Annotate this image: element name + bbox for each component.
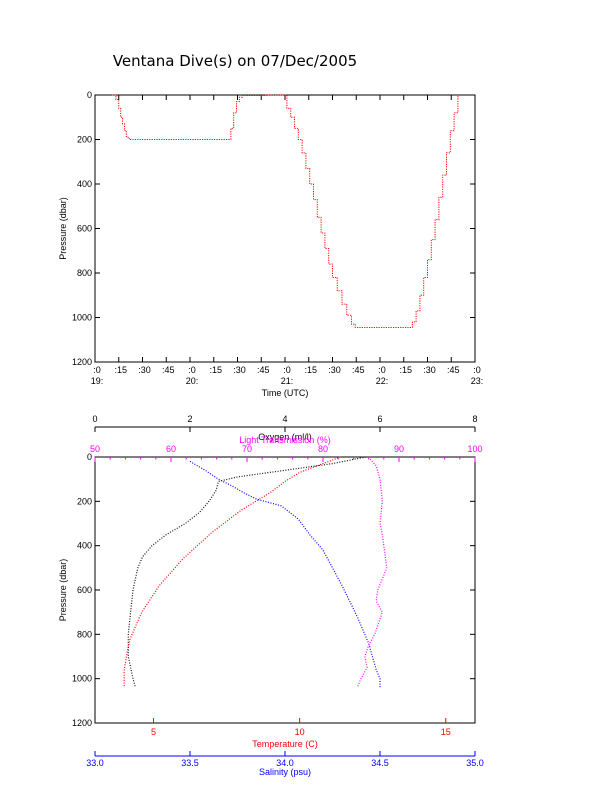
y-tick-label: 600: [77, 585, 92, 595]
y-tick-label: 200: [77, 135, 92, 145]
x-tick-label: :30: [328, 365, 341, 375]
oxygen-axis-label: Oxygen (ml/l): [258, 432, 312, 442]
y-tick-label: 400: [77, 541, 92, 551]
y-tick-label: 1000: [72, 313, 92, 323]
salinity-axis-label: Salinity (psu): [259, 767, 311, 777]
plot-frame: [94, 94, 476, 363]
temperature-tick-label: 15: [441, 727, 451, 737]
sal-profile-line: [189, 460, 381, 688]
pressure-series-line: [112, 94, 459, 329]
transmission-tick-label: 100: [467, 444, 482, 454]
x-tick-label: :15: [114, 365, 127, 375]
oxygen-tick-label: 2: [187, 414, 192, 424]
temperature-tick-label: 5: [151, 727, 156, 737]
x-axis-label: Time (UTC): [262, 388, 309, 398]
x-tick-label: 19:: [91, 376, 104, 386]
y-tick-label: 200: [77, 496, 92, 506]
oxygen-tick-label: 0: [92, 414, 97, 424]
pressure-time-plot: 020040060080010001200:019::15:30:45:020:…: [58, 90, 483, 398]
salinity-tick-label: 33.5: [181, 758, 199, 768]
trans-profile-line: [356, 456, 388, 688]
profile-plot: 0 200 400 600 800 1000 1200 Pressure (dbar) 0 2 4 6…: [58, 414, 484, 777]
oxygen-tick-label: 4: [282, 414, 287, 424]
y-tick-label: 0: [87, 452, 92, 462]
y-tick-label: 600: [77, 224, 92, 234]
salinity-tick-label: 34.5: [371, 758, 389, 768]
x-tick-label: :30: [423, 365, 436, 375]
x-tick-label: :45: [447, 365, 460, 375]
salinity-tick-label: 34.0: [276, 758, 294, 768]
y-tick-label: 800: [77, 268, 92, 278]
y-tick-label: 1200: [72, 718, 92, 728]
salinity-tick-label: 35.0: [466, 758, 484, 768]
x-tick-label: :45: [257, 365, 270, 375]
y-tick-label: 0: [87, 90, 92, 100]
x-tick-label: :15: [399, 365, 412, 375]
x-tick-label: 22:: [376, 376, 389, 386]
x-tick-label: :0: [378, 365, 386, 375]
transmission-tick-label: 80: [318, 444, 328, 454]
y-tick-label: 800: [77, 629, 92, 639]
temperature-tick-label: 10: [295, 727, 305, 737]
oxygen-tick-label: 8: [472, 414, 477, 424]
y-tick-label: 400: [77, 179, 92, 189]
x-tick-label: :30: [233, 365, 246, 375]
x-tick-label: :0: [93, 365, 101, 375]
plot-frame: [94, 456, 476, 724]
y-axis-label: Pressure (dbar): [58, 197, 68, 260]
transmission-tick-label: 90: [394, 444, 404, 454]
salinity-tick-label: 33.0: [86, 758, 104, 768]
x-tick-label: :0: [188, 365, 196, 375]
x-tick-label: :15: [304, 365, 317, 375]
transmission-axis-label: Light Transmission (%): [239, 435, 331, 445]
x-tick-label: 23:: [471, 376, 484, 386]
oxygen-tick-label: 6: [377, 414, 382, 424]
x-tick-label: :0: [473, 365, 481, 375]
x-tick-label: :30: [138, 365, 151, 375]
transmission-tick-label: 70: [242, 444, 252, 454]
x-tick-label: 20:: [186, 376, 199, 386]
x-tick-label: 21:: [281, 376, 294, 386]
transmission-tick-label: 60: [166, 444, 176, 454]
temperature-axis-label: Temperature (C): [252, 739, 318, 749]
chart-title: Ventana Dive(s) on 07/Dec/2005: [113, 52, 357, 70]
x-tick-label: :15: [209, 365, 222, 375]
x-tick-label: :45: [352, 365, 365, 375]
x-tick-label: :0: [283, 365, 291, 375]
oxygen-profile-line: [127, 456, 366, 688]
x-tick-label: :45: [162, 365, 175, 375]
y-tick-label: 1200: [72, 357, 92, 367]
temp-profile-line: [123, 456, 341, 688]
y-axis-label: Pressure (dbar): [58, 559, 68, 622]
transmission-tick-label: 50: [90, 444, 100, 454]
y-tick-label: 1000: [72, 674, 92, 684]
